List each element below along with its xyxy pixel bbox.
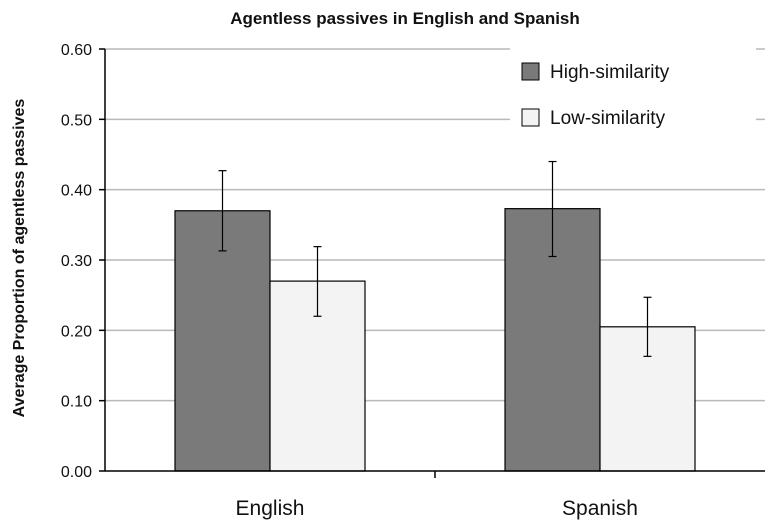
x-tick-label: Spanish: [562, 497, 638, 520]
error-bars: [218, 160, 652, 357]
y-tick-label: 0.50: [61, 112, 92, 129]
legend-background: [510, 47, 756, 153]
bars: [174, 208, 696, 472]
y-tick-label: 0.30: [61, 253, 92, 270]
tick-labels: 0.00 0.10 0.20 0.30 0.40 0.50 0.60 English Spani…: [61, 42, 638, 520]
legend-swatch: [521, 62, 540, 81]
y-tick-label: 0.40: [61, 183, 92, 200]
legend-swatch: [521, 108, 540, 127]
y-tick-label: 0.20: [61, 323, 92, 340]
legend-label: High-similarity: [550, 62, 670, 83]
axes: [99, 48, 765, 478]
x-tick-label: English: [236, 497, 305, 520]
y-tick-label: 0.00: [61, 464, 92, 481]
y-tick-label: 0.10: [61, 394, 92, 411]
chart-title: Agentless passives in English and Spanis…: [230, 9, 580, 28]
y-tick-label: 0.60: [61, 42, 92, 59]
y-axis-label: Average Proportion of agentless passives: [11, 99, 28, 418]
legend-label: Low-similarity: [550, 108, 666, 129]
legend: High-similarity Low-similarity: [510, 47, 756, 153]
